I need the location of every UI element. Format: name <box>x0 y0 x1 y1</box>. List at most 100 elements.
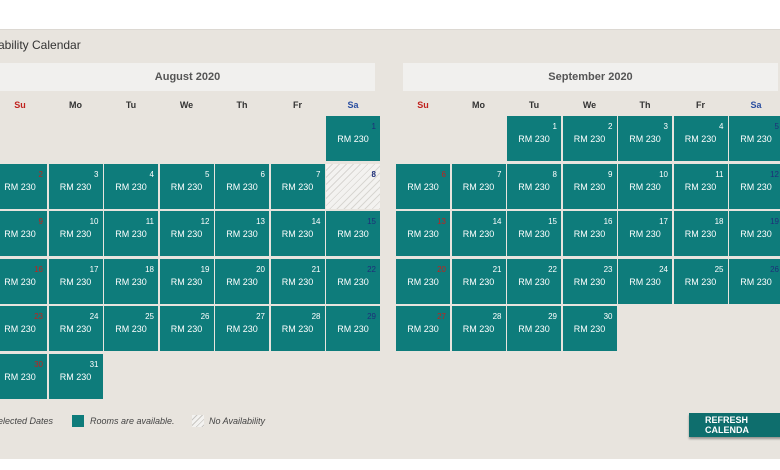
day-cell[interactable]: 5 RM 230 <box>159 164 214 209</box>
day-cell[interactable]: 1 RM 230 <box>507 116 561 161</box>
day-cell[interactable]: 20 RM 230 <box>215 259 269 304</box>
day-cell[interactable]: 2 RM 230 <box>562 116 617 161</box>
day-price: RM 230 <box>281 277 314 287</box>
day-number: 8 <box>371 170 376 179</box>
day-cell[interactable]: 12 RM 230 <box>729 164 780 209</box>
day-cell[interactable]: 11 RM 230 <box>673 164 728 209</box>
day-price: RM 230 <box>170 324 203 334</box>
day-cell[interactable]: 26 RM 230 <box>159 306 214 351</box>
day-cell[interactable]: 14 RM 230 <box>270 211 325 256</box>
day-price: RM 230 <box>407 277 439 287</box>
day-cell[interactable]: 8 RM 230 <box>507 164 561 209</box>
weekday-header: Tu <box>528 100 540 110</box>
day-cell[interactable]: 21 RM 230 <box>270 259 325 304</box>
day-cell[interactable]: 4 RM 230 <box>104 164 158 209</box>
day-number: 19 <box>770 217 779 226</box>
day-cell[interactable]: 29 RM 230 <box>326 306 380 351</box>
weekday-header: Mo <box>472 100 485 110</box>
day-cell[interactable]: 15 RM 230 <box>507 211 561 256</box>
day-cell[interactable]: 10 RM 230 <box>48 211 103 256</box>
day-price: RM 230 <box>518 277 550 287</box>
weekday-header: Tu <box>125 100 137 110</box>
day-cell[interactable]: 1 RM 230 <box>326 116 380 161</box>
day-price: RM 230 <box>170 229 203 239</box>
day-cell[interactable]: 21 RM 230 <box>451 259 506 304</box>
day-cell[interactable]: 13 RM 230 <box>215 211 269 256</box>
month-title: September 2020 <box>548 71 633 83</box>
day-cell[interactable]: 19 RM 230 <box>159 259 214 304</box>
day-cell[interactable]: 30 RM 230 <box>0 354 47 399</box>
day-cell[interactable]: 6 RM 230 <box>396 164 450 209</box>
day-number: 6 <box>260 170 265 179</box>
day-cell[interactable]: 28 RM 230 <box>451 306 506 351</box>
day-cell[interactable]: 23 RM 230 <box>562 259 617 304</box>
day-number: 1 <box>552 122 557 131</box>
day-cell[interactable]: 9 RM 230 <box>562 164 617 209</box>
day-cell[interactable]: 3 RM 230 <box>48 164 103 209</box>
day-price: RM 230 <box>115 324 147 334</box>
day-number: 4 <box>149 170 154 179</box>
day-cell[interactable]: 31 RM 230 <box>48 354 103 399</box>
day-cell[interactable]: 17 RM 230 <box>48 259 103 304</box>
day-cell[interactable]: 4 RM 230 <box>673 116 728 161</box>
day-price: RM 230 <box>684 182 717 192</box>
day-cell[interactable]: 18 RM 230 <box>104 259 158 304</box>
weekday-header: Fr <box>293 100 302 110</box>
day-price: RM 230 <box>407 182 439 192</box>
day-price: RM 230 <box>740 182 772 192</box>
day-cell[interactable]: 6 RM 230 <box>215 164 269 209</box>
day-price: RM 230 <box>4 229 36 239</box>
day-cell[interactable]: 9 RM 230 <box>0 211 47 256</box>
day-number: 10 <box>659 170 668 179</box>
day-cell[interactable]: 7 RM 230 <box>270 164 325 209</box>
day-cell[interactable]: 22 RM 230 <box>507 259 561 304</box>
day-number: 21 <box>311 265 321 274</box>
day-cell[interactable]: 23 RM 230 <box>0 306 47 351</box>
day-cell[interactable]: 13 RM 230 <box>396 211 450 256</box>
weekday-header: Su <box>417 100 429 110</box>
day-price: RM 230 <box>518 182 550 192</box>
day-number: 22 <box>367 265 376 274</box>
day-price: RM 230 <box>59 182 92 192</box>
day-number: 3 <box>94 170 99 179</box>
day-cell[interactable]: 27 RM 230 <box>215 306 269 351</box>
day-number: 28 <box>492 312 502 321</box>
day-cell[interactable]: 24 RM 230 <box>48 306 103 351</box>
day-cell[interactable]: 20 RM 230 <box>396 259 450 304</box>
day-cell[interactable]: 11 RM 230 <box>104 211 158 256</box>
day-number: 11 <box>145 217 154 226</box>
day-cell[interactable]: 15 RM 230 <box>326 211 380 256</box>
day-cell[interactable]: 25 RM 230 <box>104 306 158 351</box>
day-cell[interactable]: 14 RM 230 <box>451 211 506 256</box>
day-number: 15 <box>548 217 557 226</box>
day-price: RM 230 <box>115 229 147 239</box>
day-number: 12 <box>200 217 210 226</box>
day-number: 30 <box>603 312 613 321</box>
day-cell[interactable]: 12 RM 230 <box>159 211 214 256</box>
refresh-calendar-button[interactable]: REFRESH CALENDA <box>689 413 780 437</box>
day-cell[interactable]: 16 RM 230 <box>0 259 47 304</box>
day-cell[interactable]: 25 RM 230 <box>673 259 728 304</box>
day-cell[interactable]: 3 RM 230 <box>618 116 672 161</box>
day-price: RM 230 <box>59 229 92 239</box>
day-cell[interactable]: 7 RM 230 <box>451 164 506 209</box>
day-cell[interactable]: 22 RM 230 <box>326 259 380 304</box>
day-cell[interactable]: 17 RM 230 <box>618 211 672 256</box>
day-cell[interactable]: 10 RM 230 <box>618 164 672 209</box>
day-cell[interactable]: 19 RM 230 <box>729 211 780 256</box>
day-cell[interactable]: 29 RM 230 <box>507 306 561 351</box>
weekday-header: Th <box>639 100 651 110</box>
day-cell[interactable]: 26 RM 230 <box>729 259 780 304</box>
day-cell[interactable]: 16 RM 230 <box>562 211 617 256</box>
day-cell[interactable]: 28 RM 230 <box>270 306 325 351</box>
weekday-header: Sa <box>750 100 762 110</box>
day-cell[interactable]: 18 RM 230 <box>673 211 728 256</box>
day-cell[interactable]: 27 RM 230 <box>396 306 450 351</box>
day-number: 24 <box>89 312 99 321</box>
day-cell[interactable]: 2 RM 230 <box>0 164 47 209</box>
day-cell[interactable]: 24 RM 230 <box>618 259 672 304</box>
day-number: 16 <box>34 265 43 274</box>
day-price: RM 230 <box>740 277 772 287</box>
day-cell[interactable]: 5 RM 230 <box>729 116 780 161</box>
day-cell[interactable]: 30 RM 230 <box>562 306 617 351</box>
